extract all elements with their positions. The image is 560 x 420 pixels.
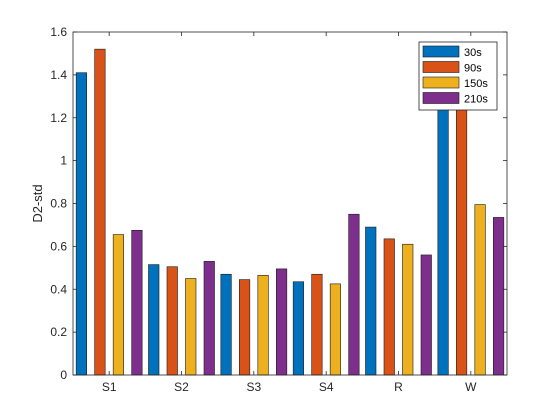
legend-label-210s: 210s — [464, 94, 488, 106]
bar-s3-30s — [220, 273, 232, 376]
bar-s4-150s — [329, 283, 341, 376]
bar-s4-90s — [311, 273, 323, 376]
y-axis-title: D2-std — [30, 184, 45, 222]
bar-s4-30s — [292, 281, 304, 376]
y-tick-label: 0.4 — [50, 282, 67, 296]
legend-label-90s: 90s — [464, 63, 482, 75]
bar-s1-30s — [75, 72, 87, 376]
bar-s2-210s — [203, 261, 215, 376]
y-tick-label: 0 — [60, 368, 67, 382]
y-tick-label: 0.6 — [50, 239, 67, 253]
bar-s3-150s — [257, 275, 269, 376]
bar-w-150s — [474, 204, 486, 376]
bar-w-210s — [493, 217, 505, 376]
bar-s1-210s — [131, 230, 143, 376]
y-tick-label: 0.2 — [50, 325, 67, 339]
bar-r-30s — [365, 226, 377, 376]
x-tick-label-s1: S1 — [102, 380, 117, 394]
legend-swatch-210s — [422, 92, 460, 104]
bar-w-30s — [437, 96, 449, 376]
y-tick-label: 1 — [60, 154, 67, 168]
bar-s3-90s — [239, 279, 251, 376]
bar-s2-30s — [148, 264, 160, 376]
bar-r-150s — [402, 243, 414, 376]
y-tick-label: 1.2 — [50, 111, 67, 125]
bar-s2-150s — [185, 278, 197, 376]
y-tick-label: 1.4 — [50, 68, 67, 82]
bar-r-210s — [420, 254, 432, 376]
bar-s3-210s — [276, 268, 288, 376]
bar-r-90s — [383, 238, 395, 376]
legend: 30s 90s 150s 210s — [418, 41, 498, 111]
x-tick-label-s3: S3 — [246, 380, 261, 394]
legend-swatch-150s — [422, 76, 460, 89]
legend-label-150s: 150s — [464, 78, 488, 90]
x-tick-label-w: W — [465, 380, 477, 394]
bar-s4-210s — [348, 213, 360, 376]
y-tick-label: 0.8 — [50, 197, 67, 211]
y-tick-label: 1.6 — [50, 25, 67, 39]
bar-s1-150s — [112, 234, 124, 376]
bar-w-90s — [456, 96, 468, 376]
bar-s1-90s — [94, 48, 106, 376]
x-tick-label-r: R — [394, 380, 403, 394]
x-tick-label-s4: S4 — [319, 380, 334, 394]
legend-swatch-30s — [422, 45, 460, 58]
bar-s2-90s — [166, 266, 178, 376]
axes-group: 0 0.2 0.4 0.6 0.8 1 1.2 1.4 1.6 S1 S2 S3 S4 R W — [50, 25, 508, 394]
legend-label-30s: 30s — [464, 47, 482, 59]
legend-swatch-90s — [422, 61, 460, 73]
x-tick-label-s2: S2 — [174, 380, 189, 394]
